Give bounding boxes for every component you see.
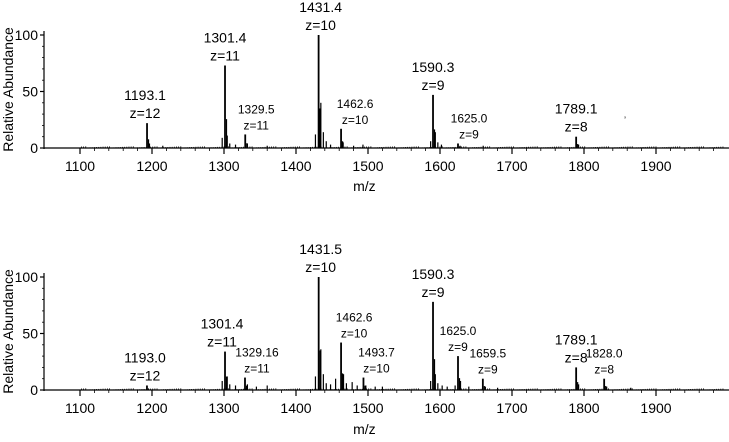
peak-mz-label: 1590.3: [412, 59, 455, 75]
peak-charge-label: z=11: [244, 362, 270, 376]
peak-mz-label: 1431.5: [299, 241, 342, 257]
stray-mark: ’: [624, 115, 626, 125]
y-tick-label: 0: [30, 140, 38, 156]
peak-mz-label: 1789.1: [555, 331, 598, 347]
x-axis-label: m/z: [353, 421, 376, 437]
peak-charge-label: z=10: [341, 327, 368, 341]
y-axis-label: Relative Abundance: [0, 27, 16, 152]
peak-charge-label: z=11: [210, 48, 240, 64]
x-tick-label: 1800: [568, 158, 599, 174]
peak-charge-label: z=8: [565, 349, 588, 365]
y-tick-label: 100: [15, 27, 39, 43]
x-tick-label: 1400: [280, 400, 311, 416]
x-tick-label: 1700: [496, 400, 527, 416]
x-tick-label: 1900: [640, 158, 671, 174]
peak-charge-label: z=11: [207, 334, 237, 350]
peak-mz-label: 1828.0: [586, 347, 623, 361]
x-tick-label: 1100: [65, 400, 95, 416]
peak-mz-label: 1301.4: [204, 30, 247, 46]
peak-mz-label: 1625.0: [451, 111, 488, 125]
peak-charge-label: z=12: [130, 367, 161, 383]
peak-charge-label: z=8: [594, 363, 614, 377]
x-tick-label: 1300: [208, 158, 239, 174]
peak-charge-label: z=10: [305, 17, 336, 33]
x-tick-label: 1500: [352, 400, 383, 416]
peak-mz-label: 1193.0: [124, 349, 166, 365]
peak-charge-label: z=9: [422, 284, 445, 300]
x-tick-label: 1800: [568, 400, 599, 416]
y-tick-label: 50: [22, 84, 38, 100]
y-tick-label: 100: [15, 269, 39, 285]
peak-charge-label: z=9: [478, 363, 498, 377]
y-axis-label: Relative Abundance: [0, 269, 16, 394]
peak-mz-label: 1329.16: [235, 346, 279, 360]
x-tick-label: 1100: [65, 158, 95, 174]
peak-mz-label: 1329.5: [238, 102, 275, 116]
x-tick-label: 1900: [640, 400, 671, 416]
peak-mz-label: 1625.0: [440, 324, 477, 338]
peak-charge-label: z=10: [363, 362, 390, 376]
peak-mz-label: 1431.4: [299, 0, 342, 15]
x-tick-label: 1500: [352, 158, 383, 174]
peak-charge-label: z=10: [342, 113, 369, 127]
peak-mz-label: 1193.1: [124, 87, 166, 103]
x-tick-label: 1400: [280, 158, 311, 174]
x-tick-label: 1700: [496, 158, 527, 174]
peak-charge-label: z=12: [130, 105, 161, 121]
peak-mz-label: 1659.5: [469, 347, 506, 361]
x-tick-label: 1600: [424, 158, 455, 174]
peak-mz-label: 1789.1: [555, 101, 598, 117]
x-tick-label: 1600: [424, 400, 455, 416]
peak-charge-label: z=9: [448, 340, 468, 354]
y-tick-label: 50: [22, 326, 38, 342]
peak-mz-label: 1462.6: [336, 311, 373, 325]
peak-charge-label: z=9: [422, 77, 445, 93]
x-tick-label: 1200: [136, 400, 167, 416]
peak-mz-label: 1493.7: [358, 346, 395, 360]
peak-mz-label: 1590.3: [412, 266, 455, 282]
y-tick-label: 0: [30, 382, 38, 398]
x-tick-label: 1300: [208, 400, 239, 416]
peak-charge-label: z=8: [565, 119, 588, 135]
peak-charge-label: z=10: [305, 259, 336, 275]
x-tick-label: 1200: [136, 158, 167, 174]
peak-mz-label: 1462.6: [337, 97, 374, 111]
peak-charge-label: z=11: [244, 118, 270, 132]
peak-charge-label: z=9: [459, 127, 479, 141]
x-axis-label: m/z: [353, 178, 376, 194]
peak-mz-label: 1301.4: [201, 316, 244, 332]
